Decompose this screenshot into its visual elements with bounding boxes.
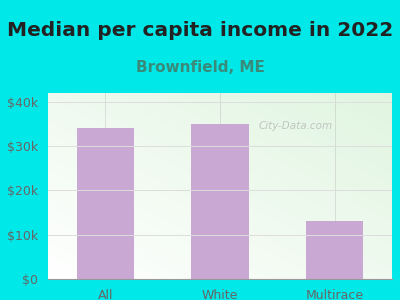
Text: Median per capita income in 2022: Median per capita income in 2022 bbox=[7, 21, 393, 40]
Bar bbox=[306, 221, 363, 279]
Text: City-Data.com: City-Data.com bbox=[259, 122, 333, 131]
Bar bbox=[77, 128, 134, 279]
Bar bbox=[191, 124, 249, 279]
Text: Brownfield, ME: Brownfield, ME bbox=[136, 60, 264, 75]
